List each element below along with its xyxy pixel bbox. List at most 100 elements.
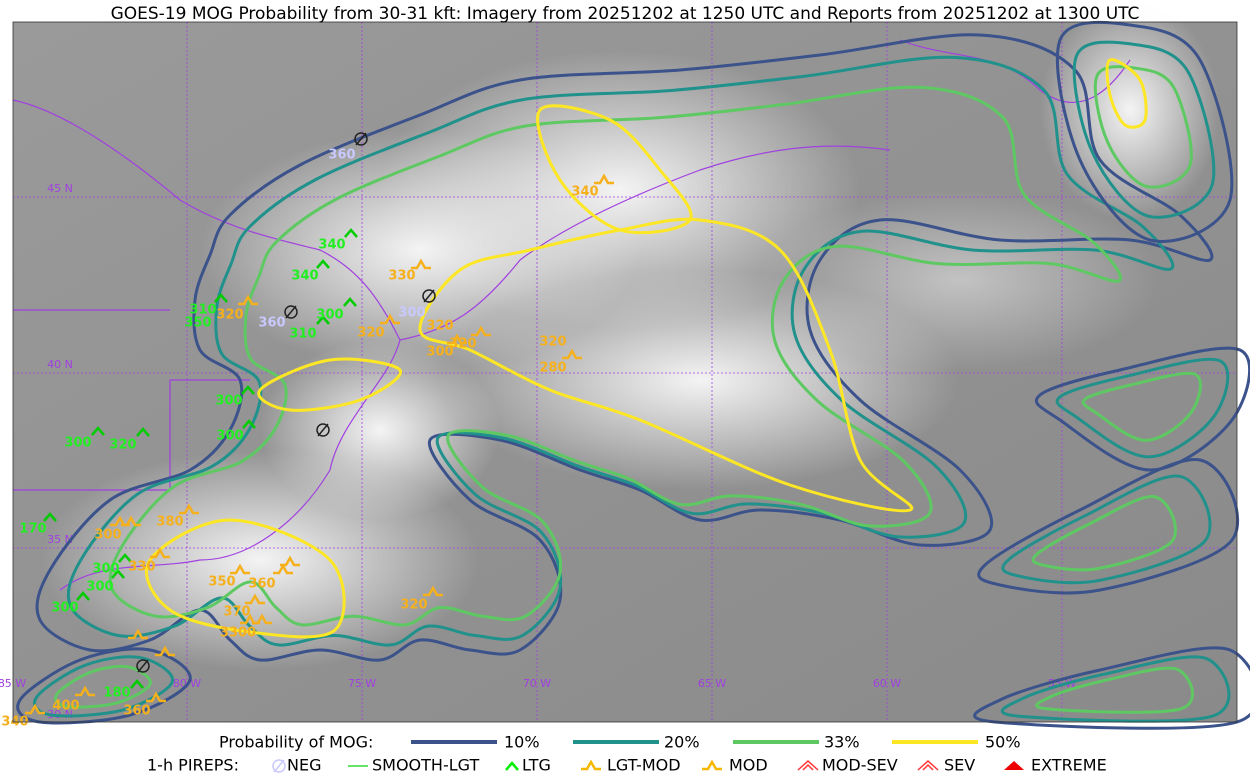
mod-symbol (238, 294, 258, 306)
report-label: 320 (357, 326, 384, 341)
ltg-symbol (76, 591, 90, 601)
mod-symbol (179, 503, 199, 515)
neg-symbol (422, 289, 436, 303)
report-label: 380 (156, 515, 183, 530)
mod-symbol (594, 173, 614, 185)
ltg-symbol (111, 569, 125, 579)
mod-symbol (75, 685, 95, 697)
pirep-symbols (25, 132, 614, 715)
legend-title: 1-h PIREPS: (147, 756, 239, 775)
legend-label: LTG (522, 756, 551, 775)
neg-symbol (284, 305, 298, 319)
mod-symbol (702, 759, 722, 771)
report-label: 320 (216, 308, 243, 323)
contour-20 (66, 55, 1175, 647)
report-label: 350 (184, 316, 211, 331)
legend-label: SEV (944, 756, 975, 775)
mod-symbol (155, 645, 175, 657)
legend-label: 10% (504, 733, 540, 752)
neg-symbol (423, 289, 435, 303)
contour-50 (418, 217, 914, 513)
ltg-symbol (130, 679, 144, 689)
mod-symbol (121, 515, 141, 527)
legend-label: 50% (985, 733, 1021, 752)
report-label: 300 (426, 345, 453, 360)
clouds (40, 0, 1220, 670)
contour-50 (1105, 58, 1148, 129)
ltg-symbol (343, 297, 357, 307)
ltg-symbol (344, 228, 358, 238)
lon-label: 70 W (523, 677, 551, 690)
report-label: 340 (291, 269, 318, 284)
neg-symbol (355, 132, 367, 146)
mod-symbol (581, 759, 601, 771)
report-label: 330 (128, 560, 155, 575)
mod-symbol (447, 333, 467, 345)
lat-label: 35 N (47, 533, 73, 546)
extreme-symbol (1004, 761, 1024, 770)
mod-symbol (562, 348, 582, 360)
mod-symbol (25, 703, 45, 715)
sev-symbol (797, 759, 819, 771)
map-frame (12, 21, 1238, 723)
legend-label: MOD-SEV (822, 756, 898, 775)
legend-title: Probability of MOG: (219, 733, 373, 752)
sev-symbol (917, 759, 939, 771)
contour-10 (35, 33, 1214, 662)
report-label: 370 (223, 605, 250, 620)
neg-symbol (137, 659, 149, 673)
legend-label: EXTREME (1031, 756, 1107, 775)
contour-33 (1081, 371, 1202, 442)
contour-33 (1031, 495, 1177, 572)
report-label: 300 (51, 601, 78, 616)
mod-symbol (252, 613, 272, 625)
contour-20 (1000, 655, 1231, 723)
report-label: 180 (103, 686, 130, 701)
report-label: 320 (539, 335, 566, 350)
contour-10 (1056, 20, 1234, 243)
contour-10 (977, 458, 1239, 595)
report-label: 320 (109, 438, 136, 453)
report-label: 400 (52, 699, 79, 714)
coastlines (12, 39, 1131, 591)
ltg-symbol (505, 761, 519, 771)
lon-label: 75 W (348, 677, 376, 690)
mod-symbol (150, 547, 170, 559)
report-label: 320 (400, 598, 427, 613)
contour-50 (257, 357, 402, 412)
mod-symbol (423, 585, 443, 597)
ltg-symbol (43, 512, 57, 522)
mod-symbol (146, 691, 166, 703)
report-label: 350 (208, 575, 235, 590)
neg-symbol (354, 132, 368, 146)
report-label: 340 (318, 238, 345, 253)
contour-20 (1055, 357, 1230, 459)
mod-symbol (128, 628, 148, 640)
report-label: 300 (316, 308, 343, 323)
mod-symbol (471, 325, 491, 337)
contour-33 (1093, 65, 1193, 189)
contour-33 (54, 664, 152, 709)
report-label: 300 (215, 394, 242, 409)
report-label: 330 (388, 269, 415, 284)
report-label: 360 (328, 148, 355, 163)
report-label: 310 (189, 303, 216, 318)
report-label: 300 (398, 306, 425, 321)
contour-20 (1072, 40, 1216, 219)
legend-label: NEG (287, 756, 321, 775)
ltg-symbol (316, 259, 330, 269)
contours (16, 20, 1250, 730)
report-label: 300 (94, 528, 121, 543)
report-label: 3300 (220, 626, 256, 641)
mod-symbol (245, 593, 265, 605)
lon-label: 65 W (698, 677, 726, 690)
report-label: 300 (216, 429, 243, 444)
contour-50 (145, 518, 346, 639)
report-label: 340 (571, 185, 598, 200)
report-label: 280 (539, 361, 566, 376)
mod-symbol (411, 258, 431, 270)
report-label: 310 (289, 327, 316, 342)
lat-label: 45 N (47, 182, 73, 195)
ltg-symbol (242, 419, 256, 429)
